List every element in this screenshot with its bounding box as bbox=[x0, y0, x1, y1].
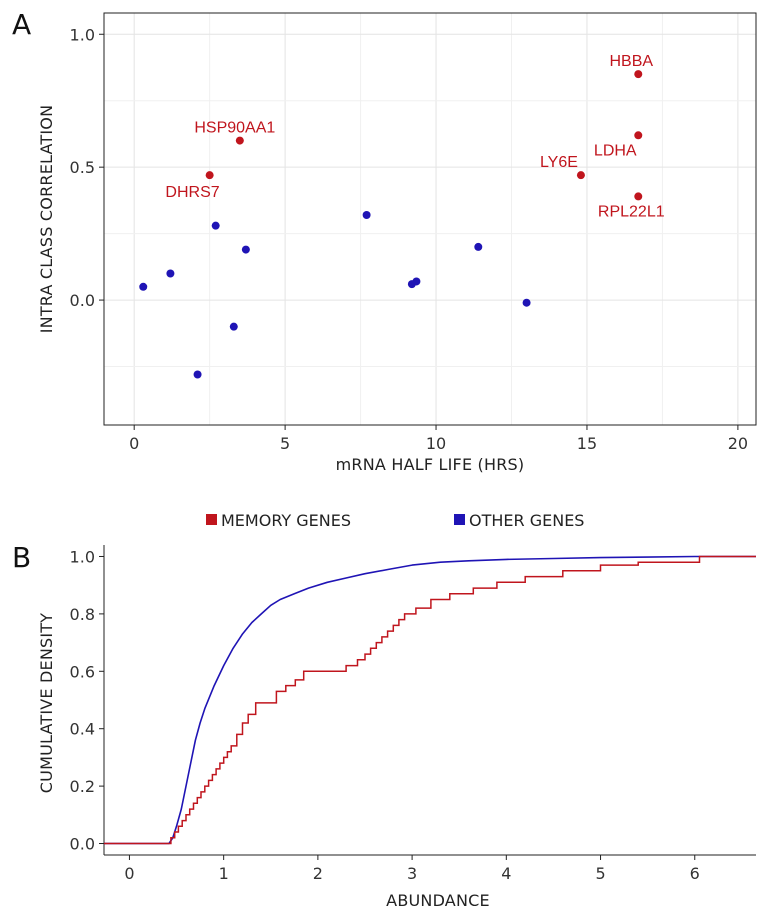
panel-b-y-tick-label: 0.2 bbox=[70, 777, 95, 796]
panel-b-x-tick-label: 4 bbox=[501, 864, 511, 883]
panel-a-x-tick-label: 10 bbox=[426, 434, 446, 453]
panel-a-point-other bbox=[241, 245, 250, 254]
panel-b-lines bbox=[104, 555, 756, 845]
panel-a-point-memory bbox=[235, 136, 244, 145]
panel-b-x-tick-label: 2 bbox=[313, 864, 323, 883]
panel-a-point-other bbox=[522, 298, 531, 307]
panel-a-letter: A bbox=[12, 8, 31, 41]
panel-b-x-axis-title: ABUNDANCE bbox=[386, 891, 490, 910]
panel-a-x-axis-title: mRNA HALF LIFE (HRS) bbox=[336, 455, 525, 474]
panel-b-y-tick-label: 0.0 bbox=[70, 835, 95, 854]
panel-a-y-tick-label: 0.5 bbox=[70, 158, 95, 177]
panel-b-x-tick-label: 6 bbox=[690, 864, 700, 883]
panel-a-point-label: LDHA bbox=[594, 142, 637, 159]
panel-a-grid bbox=[104, 13, 756, 425]
panel-a-x-tick-label: 20 bbox=[728, 434, 748, 453]
panel-a-point-memory bbox=[576, 171, 585, 180]
panel-a-point-other bbox=[474, 242, 483, 251]
legend-swatch-memory-genes bbox=[206, 514, 217, 525]
panel-b-y-axis-title: CUMULATIVE DENSITY bbox=[37, 613, 56, 793]
panel-a-point-memory bbox=[634, 192, 643, 201]
panel-a-point-other bbox=[139, 282, 148, 291]
panel-a-y-tick-label: 1.0 bbox=[70, 25, 95, 44]
panel-a-point-memory bbox=[634, 70, 643, 79]
legend: MEMORY GENES OTHER GENES bbox=[206, 511, 584, 530]
panel-b-y-tick-label: 0.6 bbox=[70, 662, 95, 681]
panel-b-line-other-genes bbox=[104, 555, 756, 845]
panel-b-line-memory-genes bbox=[104, 555, 756, 845]
panel-a-point-other bbox=[362, 211, 371, 220]
panel-a-ticks: 0 5 10 15 20 0.0 0.5 1.0 bbox=[70, 25, 749, 453]
panel-a-point-label: LY6E bbox=[540, 154, 578, 171]
panel-b-x-tick-label: 3 bbox=[407, 864, 417, 883]
panel-b-ticks: 0 1 2 3 4 5 6 0.0 0.2 0.4 0.6 0.8 1.0 bbox=[70, 547, 700, 883]
panel-b-y-tick-label: 1.0 bbox=[70, 547, 95, 566]
panel-a-point-label: DHRS7 bbox=[165, 184, 219, 201]
panel-a-y-tick-label: 0.0 bbox=[70, 291, 95, 310]
panel-a-y-axis-title: INTRA CLASS CORRELATION bbox=[37, 105, 56, 334]
panel-a-point-label: HSP90AA1 bbox=[194, 120, 275, 137]
panel-b-y-tick-label: 0.8 bbox=[70, 605, 95, 624]
panel-a-point-label: HBBA bbox=[609, 53, 653, 70]
legend-label-memory-genes: MEMORY GENES bbox=[221, 511, 351, 530]
panel-a-point-label: RPL22L1 bbox=[598, 203, 665, 220]
panel-a-point-memory bbox=[205, 171, 214, 180]
panel-b-x-tick-label: 0 bbox=[124, 864, 134, 883]
panel-a-point-other bbox=[211, 221, 220, 230]
panel-b-x-tick-label: 1 bbox=[219, 864, 229, 883]
panel-a-x-tick-label: 5 bbox=[280, 434, 290, 453]
panel-a-point-other bbox=[412, 277, 421, 286]
legend-swatch-other-genes bbox=[454, 514, 465, 525]
panel-a-points: DHRS7 HSP90AA1 LY6E HBBA LDHA RPL22L1 bbox=[139, 53, 665, 379]
panel-a-scatter: 0 5 10 15 20 0.0 0.5 1.0 DHRS7 HSP90AA1 LY6E HBBA L… bbox=[37, 12, 757, 474]
panel-a-x-tick-label: 0 bbox=[129, 434, 139, 453]
panel-a-x-tick-label: 15 bbox=[577, 434, 597, 453]
panel-a-point-other bbox=[229, 322, 238, 331]
panel-a-point-memory bbox=[634, 131, 643, 140]
panel-a-point-other bbox=[166, 269, 175, 278]
panel-b-letter: B bbox=[12, 541, 31, 574]
panel-b-y-tick-label: 0.4 bbox=[70, 720, 95, 739]
panel-b-x-tick-label: 5 bbox=[595, 864, 605, 883]
legend-label-other-genes: OTHER GENES bbox=[469, 511, 584, 530]
panel-a-frame bbox=[103, 12, 757, 426]
panel-b-cdf: 0 1 2 3 4 5 6 0.0 0.2 0.4 0.6 0.8 1.0 ABUNDANCE CUMU… bbox=[37, 545, 756, 910]
panel-a-point-other bbox=[193, 370, 202, 379]
